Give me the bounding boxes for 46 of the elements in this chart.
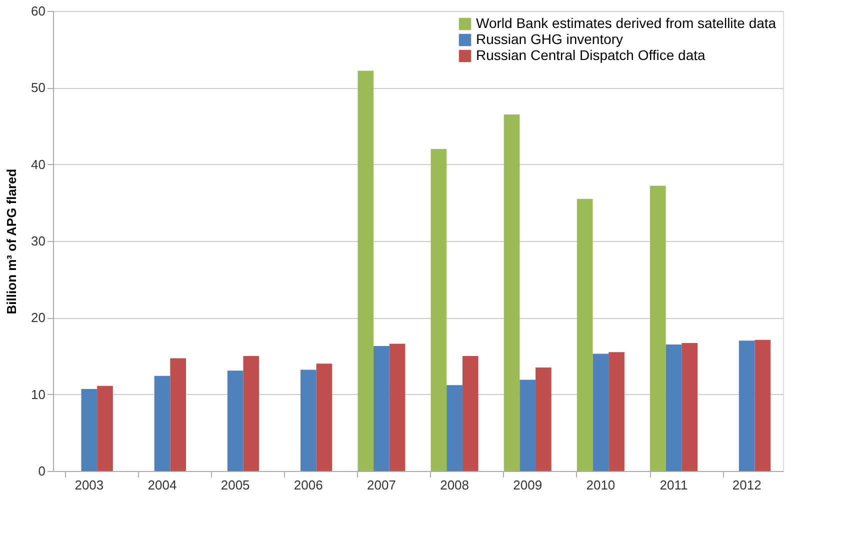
x-tick-label: 2005 <box>220 478 250 492</box>
y-axis-title: Billion m³ of APG flared <box>4 168 20 314</box>
bar <box>374 346 390 471</box>
x-tick-label: 2003 <box>74 478 104 492</box>
bar <box>462 356 478 471</box>
x-tick-label: 2004 <box>148 478 177 492</box>
bar <box>504 114 520 471</box>
y-tick-label: 50 <box>31 80 46 96</box>
x-tick-label: 2007 <box>367 478 396 492</box>
legend-label: World Bank estimates derived from satellite data <box>476 15 776 31</box>
bar <box>243 356 260 471</box>
bar <box>536 368 552 471</box>
bar <box>316 364 332 471</box>
bar <box>520 380 536 471</box>
x-tick-label: 2008 <box>440 478 469 492</box>
bar <box>227 370 244 471</box>
bar <box>446 385 462 471</box>
bar <box>430 149 447 471</box>
bar <box>81 388 98 471</box>
x-tick-label: 2010 <box>586 478 616 492</box>
y-tick-label: 0 <box>38 464 46 478</box>
bar <box>682 342 698 471</box>
bar <box>97 386 113 471</box>
y-tick-label: 40 <box>31 156 46 172</box>
bar <box>608 352 624 471</box>
bar <box>358 70 374 471</box>
bar <box>666 344 682 471</box>
bar <box>389 344 406 471</box>
legend-label: Russian Central Dispatch Office data <box>476 47 706 63</box>
bar <box>154 376 170 471</box>
x-tick-label: 2009 <box>513 478 542 492</box>
bar <box>754 340 771 471</box>
bar <box>650 186 666 471</box>
x-tick-label: 2006 <box>294 478 323 492</box>
y-tick-label: 60 <box>31 4 46 18</box>
bar <box>300 370 316 471</box>
y-tick-label: 10 <box>31 386 46 402</box>
bar <box>170 358 186 471</box>
bar <box>738 340 755 471</box>
x-tick-label: 2012 <box>732 478 762 492</box>
legend-label: Russian GHG inventory <box>476 31 624 47</box>
y-tick-label: 20 <box>31 310 46 326</box>
y-tick-label: 30 <box>31 234 46 248</box>
x-tick-label: 2011 <box>660 478 688 492</box>
bar <box>592 354 609 471</box>
bar <box>576 198 593 471</box>
